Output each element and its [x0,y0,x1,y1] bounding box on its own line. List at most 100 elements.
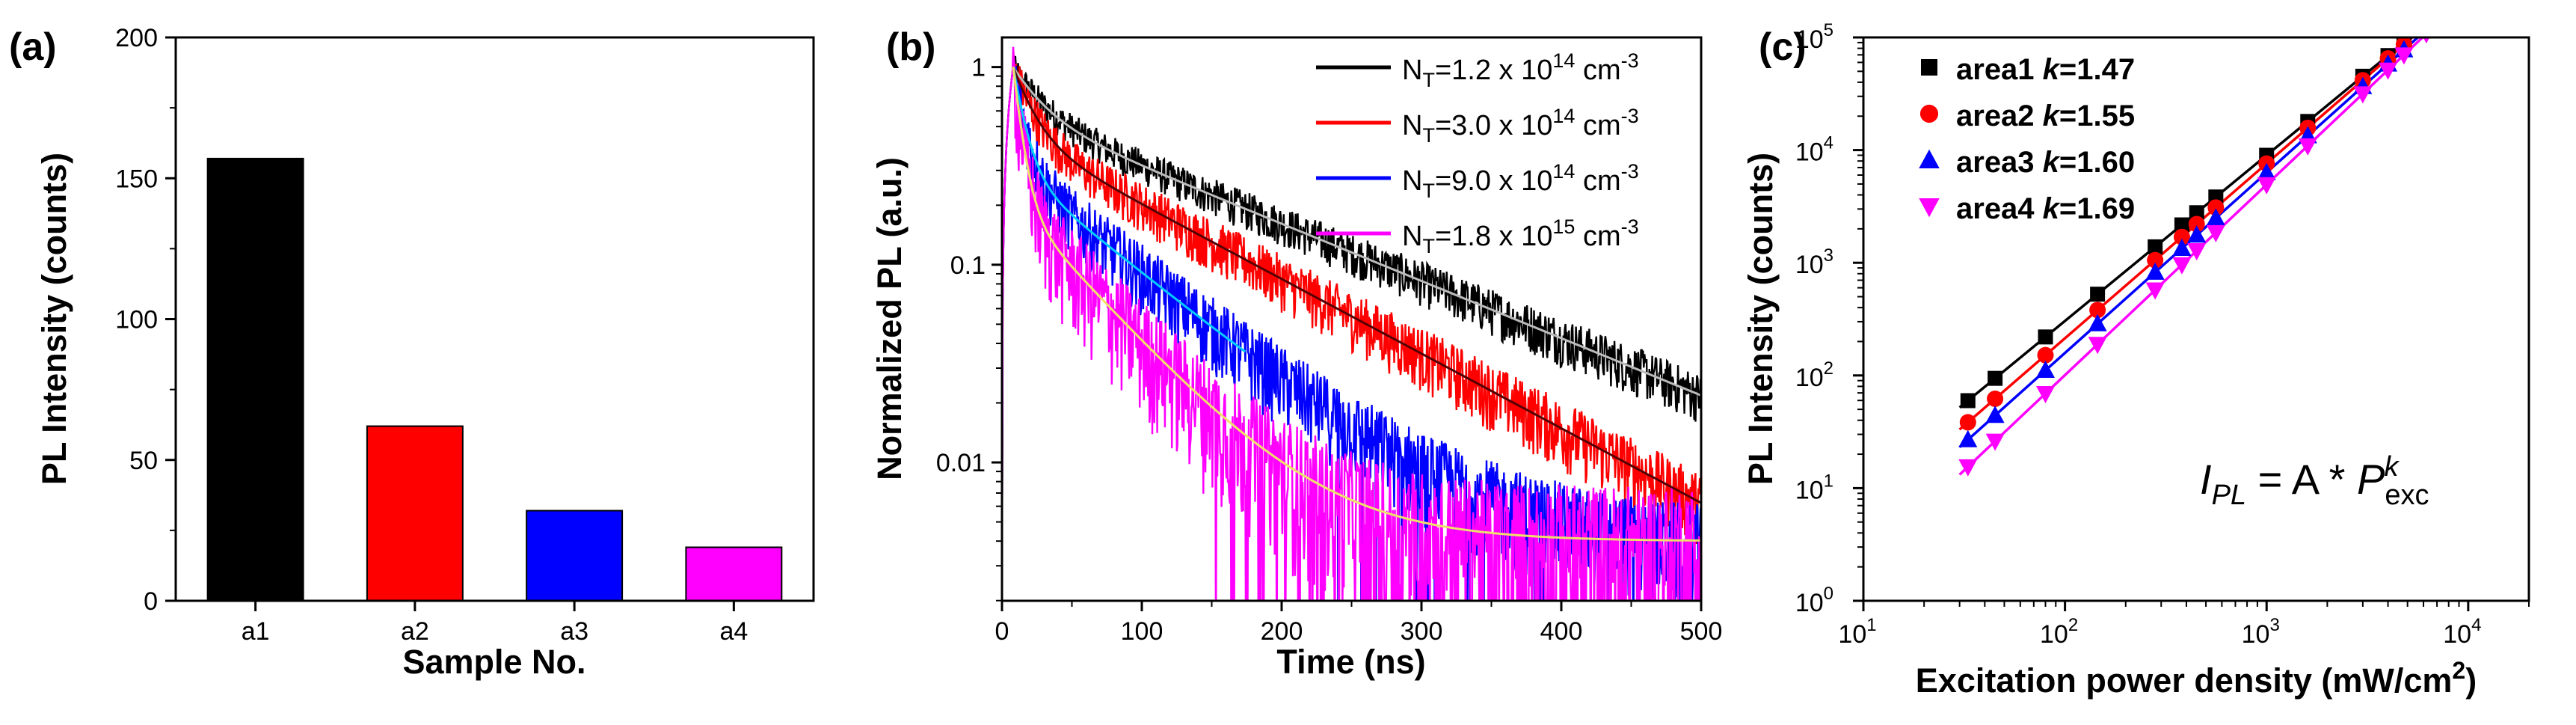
legend-symbol [1919,104,1939,123]
legend-marker-area1 [1921,59,1937,76]
point-area4 [2298,138,2317,156]
x-tick-label: 300 [1401,617,1443,646]
panel-c-legend-entry: area3 k=1.60 [1919,146,2135,179]
panel-a-axes: a1 a2 a3 a4 0 50 100 150 200 [115,24,748,646]
x-tick-label: 100 [1121,617,1163,646]
point-area1 [2090,287,2106,302]
panel-b-traces [1002,46,1701,601]
y-tick-label: 102 [1795,358,1833,392]
panel-c-legend-entry: area1 k=1.47 [1921,53,2135,86]
trace-2 [1002,64,1701,601]
point-area4 [2423,37,2430,44]
legend-label-area1: area1 k=1.47 [1956,53,2135,86]
point-area2 [2147,251,2164,269]
point-area4 [2035,385,2055,403]
panel-c-legend: area1 k=1.47 area2 k=1.55 area3 k=1.60 a… [1919,53,2135,225]
point-area1 [1960,393,1976,409]
y-tick-label: 200 [115,24,158,52]
point-area2 [2037,346,2054,364]
point-area3 [2187,225,2207,243]
panel-c-data [1958,16,2435,477]
panel-b-legend: NT=1.2 x 1014 cm-3 NT=3.0 x 1014 cm-3 NT… [1316,49,1639,257]
legend-symbol [1921,59,1937,76]
panel-c-legend-entry: area2 k=1.55 [1919,100,2135,132]
x-tick-label: a1 [242,617,270,646]
y-tick-label: 100 [115,306,158,334]
point-area1 [2189,205,2204,221]
legend-label-2: NT=3.0 x 1014 cm-3 [1402,105,1639,147]
x-tick-label: 103 [2242,615,2280,649]
point-area1 [2148,239,2163,254]
point-area3 [2257,162,2276,180]
legend-label-area3: area3 k=1.60 [1956,146,2135,179]
point-area3 [2088,313,2107,331]
legend-marker-area2 [1919,104,1939,123]
panel-b-y-label: Normalized PL (a.u.) [870,157,909,480]
point-area3 [2145,262,2165,280]
bar-a2 [366,425,464,602]
panel-a-letter: (a) [9,25,57,69]
point-area2 [2089,302,2106,319]
y-tick-label: 103 [1795,245,1833,279]
legend-marker-area4 [1919,198,1940,218]
y-tick-label: 0.1 [950,251,986,280]
panel-b-axes: 0 100 200 300 400 500 1 0.1 0.01 [936,54,1723,646]
x-tick-label: 0 [995,617,1009,646]
y-tick-label: 105 [1795,20,1833,54]
panel-b-letter: (b) [886,25,935,69]
point-area2 [1959,414,1976,431]
point-area4 [2257,177,2276,195]
x-tick-label: a4 [719,617,748,646]
bar-a4 [685,546,783,602]
point-area2 [2207,199,2225,216]
point-area4 [2353,86,2373,104]
y-tick-label: 104 [1795,133,1833,167]
point-area2 [1987,390,2004,407]
point-area2 [2188,215,2205,233]
panel-a-x-label: Sample No. [402,643,585,681]
legend-symbol [1919,198,1940,218]
panel-a-y-label: PL Intensity (counts) [35,153,73,485]
panel-c-equation: IPL = A * Pexck [2200,451,2429,511]
point-area4 [2187,243,2207,261]
point-area3 [2417,20,2435,37]
fit-line-area3 [1958,37,2420,448]
y-tick-label: 1 [971,54,986,82]
legend-label-1: NT=1.2 x 1014 cm-3 [1402,49,1639,91]
panel-c-plot-frame [1862,36,2530,602]
fit-curve-2 [1012,67,1701,504]
y-tick-label: 0.01 [936,449,986,477]
panel-b-legend-entry: NT=1.2 x 1014 cm-3 [1316,49,1639,91]
x-tick-label: 102 [2040,615,2078,649]
point-area1 [2174,217,2189,233]
point-area3 [2035,361,2055,379]
panel-c-letter: (c) [1759,25,1807,69]
x-tick-label: a2 [401,617,429,646]
legend-label-area2: area2 k=1.55 [1956,100,2135,132]
x-tick-label: 400 [1540,617,1583,646]
y-tick-label: 100 [1795,584,1833,617]
legend-symbol [1919,149,1940,168]
point-area1 [2419,16,2434,31]
point-area3 [2206,208,2225,226]
point-area4 [2394,47,2414,65]
point-area4 [2088,337,2107,355]
fit-curve-4 [1012,67,1701,542]
panel-c-x-label: Excitation power density (mW/cm2) [1916,657,2477,700]
fit-curve-3 [1012,66,1246,353]
legend-label-area4: area4 k=1.69 [1956,192,2135,225]
legend-label-4: NT=1.8 x 1015 cm-3 [1402,215,1639,257]
x-tick-label: 200 [1261,617,1303,646]
panel-a: (a) a1 a2 a3 a4 0 50 100 150 200 Sample No. PL I… [9,24,815,681]
point-area4 [2145,282,2165,300]
panel-b-legend-entry: NT=1.8 x 1015 cm-3 [1316,215,1639,257]
x-tick-label: 101 [1838,615,1876,649]
y-tick-label: 101 [1795,471,1833,504]
legend-marker-area3 [1919,149,1940,168]
bar-a1 [206,157,304,602]
y-tick-label: 50 [129,447,158,475]
point-area4 [2379,62,2398,80]
